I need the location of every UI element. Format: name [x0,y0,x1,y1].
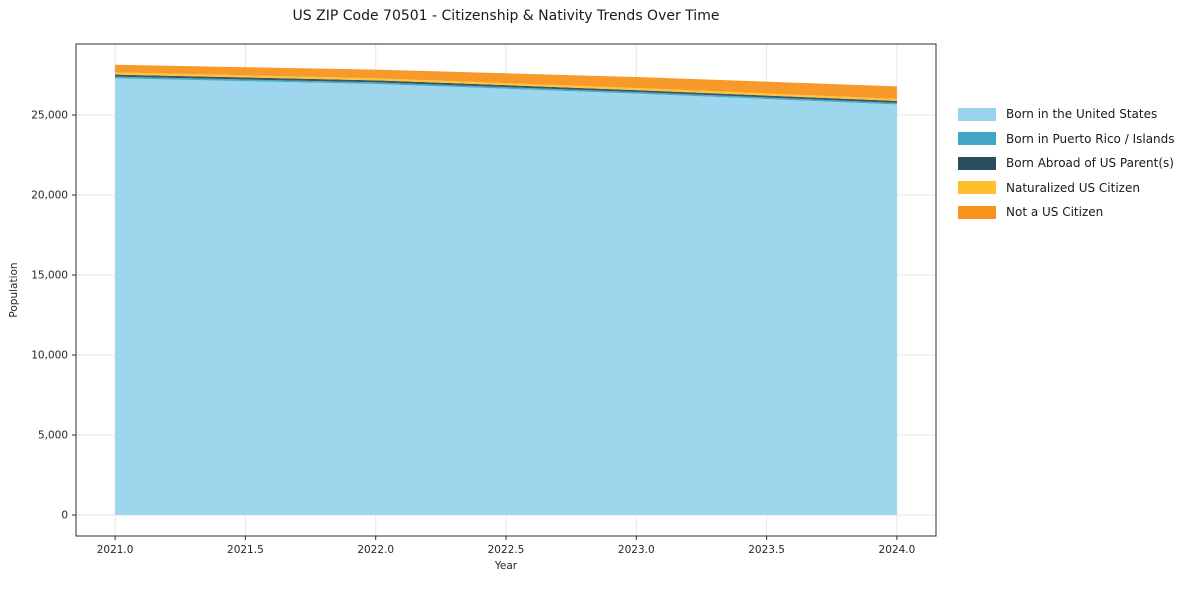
legend-swatch [958,181,996,195]
legend-label: Naturalized US Citizen [1006,180,1140,195]
x-tick-label: 2022.0 [357,544,394,556]
area-series-born-abroad-of-us-parent-s [115,74,897,103]
legend-item: Naturalized US Citizen [958,176,1175,201]
legend-swatch [958,156,996,170]
chart-title: US ZIP Code 70501 - Citizenship & Nativi… [292,8,720,24]
x-tick-label: 2023.0 [618,544,655,556]
legend: Born in the United States Born in Puerto … [958,102,1175,225]
y-tick-label: 25,000 [31,110,68,122]
area-series-naturalized-us-citizen [115,72,897,101]
x-tick-label: 2024.0 [879,544,916,556]
legend-label: Born Abroad of US Parent(s) [1006,156,1174,171]
y-tick-label: 15,000 [31,270,68,282]
y-tick-label: 0 [61,510,68,522]
legend-label: Born in Puerto Rico / Islands [1006,131,1175,146]
legend-item: Born Abroad of US Parent(s) [958,151,1175,176]
x-tick-label: 2021.0 [97,544,134,556]
area-series-not-a-us-citizen [115,64,897,99]
y-tick-label: 5,000 [38,430,68,442]
legend-label: Not a US Citizen [1006,205,1104,220]
legend-swatch [958,205,996,219]
y-tick-label: 10,000 [31,350,68,362]
x-tick-label: 2022.5 [488,544,525,556]
y-tick-label: 20,000 [31,190,68,202]
legend-item: Born in Puerto Rico / Islands [958,127,1175,152]
legend-swatch [958,132,996,146]
area-series-born-in-the-united-states [115,78,897,516]
x-tick-label: 2021.5 [227,544,264,556]
legend-item: Born in the United States [958,102,1175,127]
legend-swatch [958,107,996,121]
x-axis-label: Year [494,560,518,572]
area-series-born-in-puerto-rico-islands [115,76,897,105]
legend-item: Not a US Citizen [958,200,1175,225]
x-tick-label: 2023.5 [748,544,785,556]
legend-label: Born in the United States [1006,107,1158,122]
